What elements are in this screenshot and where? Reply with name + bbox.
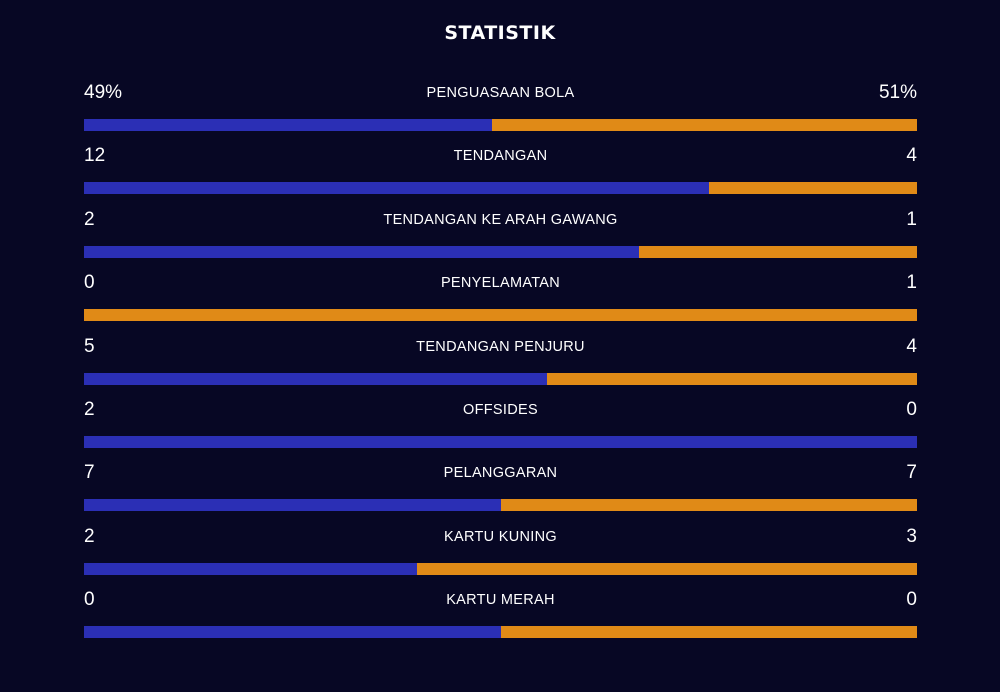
stat-row-shots-on-target: 2 TENDANGAN KE ARAH GAWANG 1 xyxy=(84,207,917,270)
home-value: 2 xyxy=(84,525,95,547)
away-bar xyxy=(417,562,917,575)
stat-label: OFFSIDES xyxy=(463,401,538,418)
stat-bar xyxy=(84,562,917,575)
home-value: 0 xyxy=(84,272,95,294)
away-value: 0 xyxy=(906,398,917,420)
home-value: 12 xyxy=(84,145,106,167)
home-value: 49% xyxy=(84,82,123,103)
stat-label: TENDANGAN KE ARAH GAWANG xyxy=(383,211,618,228)
home-value: 2 xyxy=(84,398,95,420)
home-bar xyxy=(84,499,501,512)
away-value: 4 xyxy=(906,145,917,167)
away-value: 1 xyxy=(906,208,917,230)
away-bar xyxy=(639,245,917,258)
stat-row-yellow-cards: 2 KARTU KUNING 3 xyxy=(84,524,917,587)
away-bar xyxy=(84,309,917,322)
stat-label: KARTU MERAH xyxy=(446,592,555,609)
stats-title: STATISTIK xyxy=(444,22,556,44)
away-value: 4 xyxy=(906,335,917,357)
away-bar xyxy=(500,626,917,639)
home-bar xyxy=(84,562,418,575)
stat-row-offsides: 2 OFFSIDES 0 xyxy=(84,397,917,460)
away-bar xyxy=(492,119,917,131)
stat-row-shots: 12 TENDANGAN 4 xyxy=(84,143,917,206)
home-bar xyxy=(84,626,501,639)
stat-bar xyxy=(84,309,917,322)
home-bar xyxy=(84,182,709,195)
stat-bar xyxy=(84,182,917,195)
stat-label: KARTU KUNING xyxy=(444,528,557,545)
stat-bar xyxy=(84,245,917,258)
home-bar xyxy=(84,372,547,385)
stat-bar xyxy=(84,499,917,512)
stat-row-saves: 0 PENYELAMATAN 1 xyxy=(84,270,917,333)
away-value: 3 xyxy=(906,525,917,547)
stat-label: TENDANGAN PENJURU xyxy=(416,338,585,355)
home-bar xyxy=(84,435,917,448)
stat-row-corners: 5 TENDANGAN PENJURU 4 xyxy=(84,334,917,397)
stat-label: TENDANGAN xyxy=(453,148,548,165)
home-bar xyxy=(84,119,493,131)
stat-bar xyxy=(84,626,917,639)
stat-bar xyxy=(84,119,917,131)
away-value: 7 xyxy=(906,462,917,484)
stat-row-fouls: 7 PELANGGARAN 7 xyxy=(84,460,917,523)
stat-row-possession: 49% PENGUASAAN BOLA 51% xyxy=(84,80,917,143)
away-value: 1 xyxy=(906,272,917,294)
stat-label: PENYELAMATAN xyxy=(440,275,561,292)
stat-row-red-cards: 0 KARTU MERAH 0 xyxy=(84,587,917,650)
home-value: 2 xyxy=(84,208,95,230)
home-value: 7 xyxy=(84,462,95,484)
home-value: 5 xyxy=(84,335,95,357)
stats-panel: 49% PENGUASAAN BOLA 51% 12 TENDANGAN 4 2… xyxy=(84,80,917,651)
stat-bar xyxy=(84,435,917,448)
stat-label: PELANGGARAN xyxy=(443,465,558,482)
home-value: 0 xyxy=(84,589,95,611)
away-bar xyxy=(500,499,917,512)
away-value: 51% xyxy=(878,82,917,103)
away-bar xyxy=(546,372,917,385)
home-bar xyxy=(84,245,640,258)
stat-bar xyxy=(84,372,917,385)
away-bar xyxy=(708,182,917,195)
away-value: 0 xyxy=(906,589,917,611)
stat-label: PENGUASAAN BOLA xyxy=(426,85,575,101)
